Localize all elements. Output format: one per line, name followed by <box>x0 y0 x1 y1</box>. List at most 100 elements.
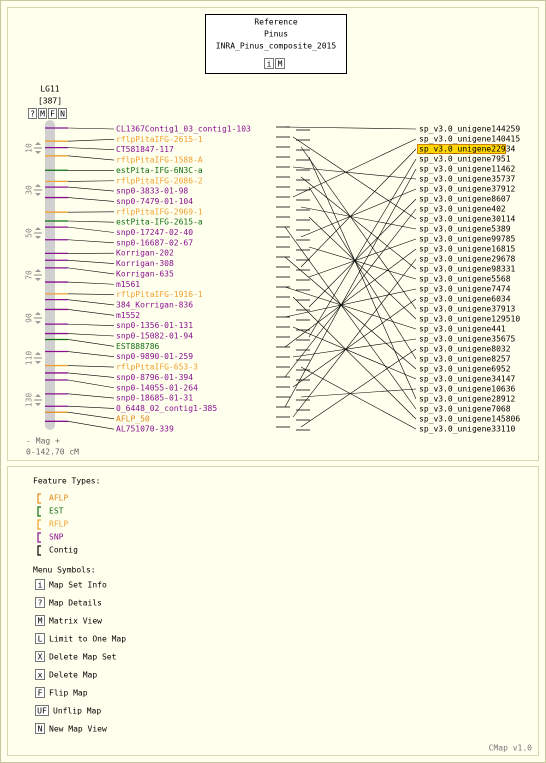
correspondence-label[interactable]: sp_v3.0_unigene37912 <box>419 185 516 194</box>
correspondence-line <box>292 338 417 358</box>
map-button-label[interactable]: ? <box>30 110 35 119</box>
reference-button[interactable] <box>264 58 274 69</box>
feature-label[interactable]: snp0-9890-01-259 <box>116 352 193 361</box>
feature-label[interactable]: snp0-3833-01-98 <box>116 187 188 196</box>
feature-label[interactable]: rflpPitaIFG-1916-1 <box>116 290 203 299</box>
correspondence-label[interactable]: sp_v3.0_unigene35675 <box>419 335 516 344</box>
feature-label[interactable]: snp0-8796-01-394 <box>116 373 193 382</box>
menu-icon[interactable] <box>35 597 45 608</box>
feature-label[interactable]: AFLP_50 <box>116 414 150 423</box>
type-label: Contig <box>49 546 78 555</box>
correspondence-label[interactable]: sp_v3.0_unigene7068 <box>419 405 511 414</box>
menu-icon[interactable] <box>35 633 45 644</box>
feature-label[interactable]: m1552 <box>116 311 140 320</box>
correspondence-label[interactable]: sp_v3.0_unigene402 <box>419 205 506 214</box>
map-button-label[interactable]: M <box>40 110 45 119</box>
feature-connector <box>67 180 115 182</box>
correspondence-line <box>300 206 417 230</box>
correspondence-label[interactable]: sp_v3.0_unigene99785 <box>419 235 516 244</box>
reference-button[interactable] <box>275 58 285 69</box>
feature-label[interactable]: snp0-1356-01-131 <box>116 321 193 330</box>
feature-label[interactable]: rflpPitaIFG-2969-1 <box>116 207 203 216</box>
correspondence-label[interactable]: sp_v3.0_unigene34147 <box>419 375 516 384</box>
menu-icon-label[interactable]: ? <box>38 599 43 608</box>
correspondence-label[interactable]: sp_v3.0_unigene140415 <box>419 135 520 144</box>
menu-icon[interactable] <box>35 651 45 662</box>
mag-control[interactable]: - Mag + <box>26 437 60 446</box>
map-button[interactable] <box>38 108 47 119</box>
correspondence-label[interactable]: sp_v3.0_unigene8607 <box>419 195 511 204</box>
feature-label[interactable]: Korrigan-635 <box>116 269 174 278</box>
menu-icon[interactable] <box>35 669 45 680</box>
feature-label[interactable]: rflpPitaIFG-2086-2 <box>116 176 203 185</box>
feature-label[interactable]: snp0-15082-01-94 <box>116 332 193 341</box>
menu-icon-label[interactable]: N <box>38 725 43 734</box>
menu-icon-label[interactable]: L <box>38 635 43 644</box>
feature-label[interactable]: m1561 <box>116 280 140 289</box>
correspondence-label[interactable]: sp_v3.0_unigene6952 <box>419 365 511 374</box>
feature-label[interactable]: snp0-18685-01-31 <box>116 394 193 403</box>
feature-label[interactable]: CL1367Contig1_03_contig1-103 <box>116 125 251 134</box>
feature-label[interactable]: rflpPitaIFG-653-3 <box>116 363 198 372</box>
correspondence-label[interactable]: sp_v3.0_unigene33110 <box>419 425 516 434</box>
correspondence-label[interactable]: sp_v3.0_unigene129510 <box>419 315 520 324</box>
menu-icon-label[interactable]: i <box>38 581 43 590</box>
correspondence-label[interactable]: sp_v3.0_unigene10636 <box>419 385 516 394</box>
correspondence-label[interactable]: sp_v3.0_unigene11462 <box>419 165 516 174</box>
feature-label[interactable]: CT581847-117 <box>116 145 174 154</box>
map-button-label[interactable]: N <box>60 110 65 119</box>
menu-icon-label[interactable]: X <box>38 653 43 662</box>
feature-label[interactable]: estPita-IFG-6N3C-a <box>116 166 203 175</box>
feature-label[interactable]: snp0-14055-01-264 <box>116 383 198 392</box>
correspondence-label[interactable]: sp_v3.0_unigene28912 <box>419 395 516 404</box>
map-button-label[interactable]: F <box>50 110 55 119</box>
menu-icon[interactable] <box>35 723 45 734</box>
feature-label[interactable]: AL751070-339 <box>116 425 174 434</box>
feature-label[interactable]: estPita-IFG-2615-a <box>116 218 203 227</box>
correspondence-label[interactable]: sp_v3.0_unigene37913 <box>419 305 516 314</box>
menu-icon-label[interactable]: UF <box>37 707 47 716</box>
correspondence-label[interactable]: sp_v3.0_unigene144259 <box>419 125 520 134</box>
menu-icon[interactable] <box>35 705 49 716</box>
feature-label[interactable]: 0_6448_02_contig1-385 <box>116 404 217 413</box>
feature-label[interactable]: snp0-16687-02-67 <box>116 238 193 247</box>
feature-connector <box>67 379 115 389</box>
reference-button-label[interactable]: i <box>267 60 272 69</box>
correspondence-label[interactable]: sp_v3.0_unigene8032 <box>419 345 511 354</box>
menu-icon[interactable] <box>35 615 45 626</box>
menu-icon-label[interactable]: F <box>38 689 43 698</box>
feature-label[interactable]: rflpPitaIFG-1588-A <box>116 156 203 165</box>
feature-label[interactable]: Korrigan-308 <box>116 259 174 268</box>
map-button[interactable] <box>48 108 57 119</box>
correspondence-label[interactable]: sp_v3.0_unigene35737 <box>419 175 516 184</box>
feature-label[interactable]: snp0-17247-02-40 <box>116 228 193 237</box>
feature-label[interactable]: Korrigan-202 <box>116 249 174 258</box>
correspondence-label[interactable]: sp_v3.0_unigene16815 <box>419 245 516 254</box>
correspondence-label[interactable]: sp_v3.0_unigene98331 <box>419 265 516 274</box>
correspondence-label[interactable]: sp_v3.0_unigene7474 <box>419 285 511 294</box>
correspondence-label[interactable]: sp_v3.0_unigene5389 <box>419 225 511 234</box>
feature-label[interactable]: 384_Korrigan-836 <box>116 300 193 309</box>
feature-label[interactable]: rflpPitaIFG-2615-1 <box>116 135 203 144</box>
menu-icon[interactable] <box>35 579 45 590</box>
correspondence-label[interactable]: sp_v3.0_unigene30114 <box>419 215 516 224</box>
map-button[interactable] <box>28 108 37 119</box>
correspondence-label[interactable]: sp_v3.0_unigene22934 <box>419 145 516 154</box>
feature-label[interactable]: EST888786 <box>116 342 160 351</box>
map-button[interactable] <box>58 108 67 119</box>
map-tick-label: 30 <box>25 185 34 195</box>
correspondence-label[interactable]: sp_v3.0_unigene8257 <box>419 355 511 364</box>
feature-label[interactable]: snp0-7479-01-104 <box>116 197 193 206</box>
correspondence-label[interactable]: sp_v3.0_unigene29678 <box>419 255 516 264</box>
feature-connector <box>67 405 115 409</box>
reference-button-label[interactable]: M <box>278 60 283 69</box>
correspondence-label[interactable]: sp_v3.0_unigene7951 <box>419 155 511 164</box>
menu-icon-label[interactable]: M <box>38 617 43 626</box>
menu-icon[interactable] <box>35 687 45 698</box>
correspondence-label[interactable]: sp_v3.0_unigene441 <box>419 325 506 334</box>
correspondence-label[interactable]: sp_v3.0_unigene145806 <box>419 415 520 424</box>
correspondence-label[interactable]: sp_v3.0_unigene5568 <box>419 275 511 284</box>
menu-icon-label[interactable]: x <box>38 671 43 680</box>
correspondence-label[interactable]: sp_v3.0_unigene6034 <box>419 295 511 304</box>
